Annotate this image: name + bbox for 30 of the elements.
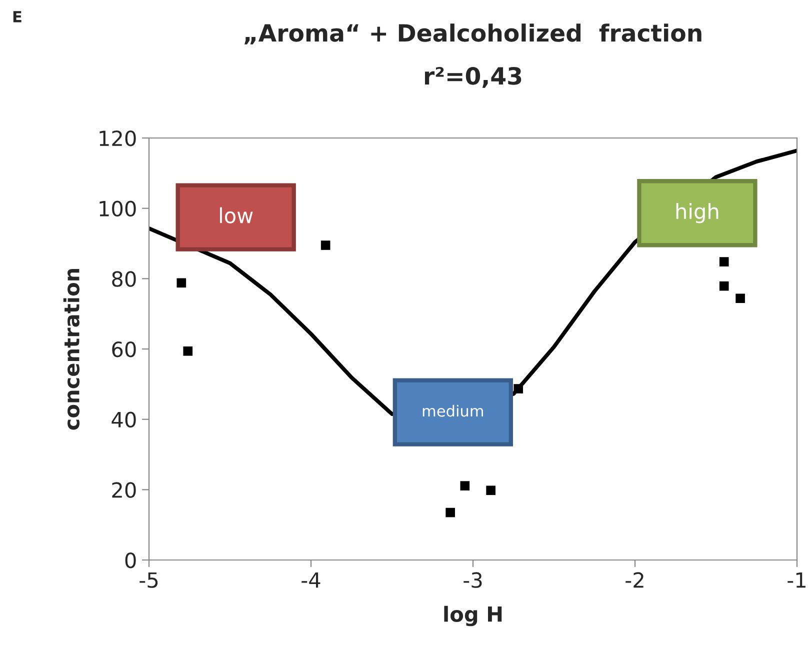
x-tick-label: -1 <box>788 572 806 588</box>
chart-title: „Aroma“ + Dealcoholized fraction <box>244 24 702 44</box>
point <box>514 384 524 394</box>
point <box>183 346 193 356</box>
point <box>460 481 470 490</box>
x-tick-label: -4 <box>302 572 320 588</box>
point <box>486 486 496 496</box>
point <box>176 278 186 288</box>
y-tick-label: 80 <box>112 271 136 287</box>
x-tick-label: -2 <box>626 572 644 588</box>
point <box>719 257 729 266</box>
y-tick-label: 20 <box>112 482 136 498</box>
point <box>719 281 729 291</box>
y-tick-label: 100 <box>100 200 136 217</box>
x-tick-label: -3 <box>464 572 482 588</box>
point <box>446 508 455 518</box>
y-tick-label: 120 <box>100 130 136 146</box>
annotation: medium <box>422 404 484 417</box>
y-tick-label: 60 <box>112 341 136 358</box>
point <box>736 294 745 304</box>
y-tick-label: 0 <box>125 552 136 568</box>
x-tick-label: -5 <box>140 572 158 588</box>
annotation: low <box>220 207 253 224</box>
y-axis-title: concentration <box>63 268 80 430</box>
y-tick-label: 40 <box>112 412 136 428</box>
chart-subtitle: r²=0,43 <box>424 66 522 88</box>
point <box>320 240 330 250</box>
x-axis-title: log H <box>444 606 502 626</box>
annotation: high <box>676 203 718 224</box>
text: E <box>13 11 22 22</box>
